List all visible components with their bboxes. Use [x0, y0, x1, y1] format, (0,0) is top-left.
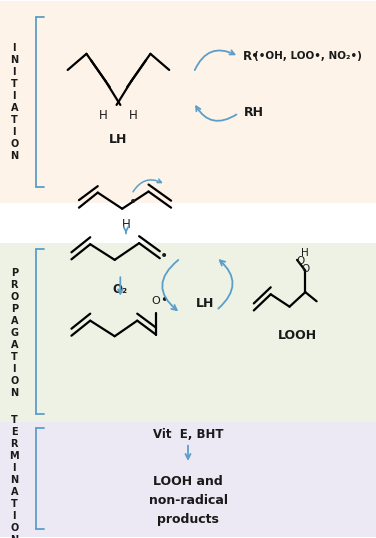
- Text: (•OH, LOO•, NO₂•): (•OH, LOO•, NO₂•): [254, 52, 362, 61]
- Text: H: H: [99, 109, 108, 122]
- Text: O: O: [297, 256, 305, 266]
- Text: LH: LH: [109, 133, 127, 146]
- Bar: [0, 422, 376, 537]
- Text: P
R
O
P
A
G
A
T
I
O
N: P R O P A G A T I O N: [10, 268, 18, 398]
- Text: •: •: [160, 249, 168, 263]
- Text: RH: RH: [244, 107, 264, 119]
- Text: H: H: [302, 248, 309, 258]
- Text: H: H: [121, 218, 130, 231]
- Text: O: O: [152, 296, 161, 306]
- Text: LOOH: LOOH: [277, 329, 317, 342]
- Bar: [0, 1, 376, 203]
- Text: •: •: [129, 195, 138, 209]
- Text: O₂: O₂: [113, 283, 128, 296]
- Text: •: •: [160, 294, 168, 307]
- Bar: [0, 203, 376, 243]
- Text: R•: R•: [243, 50, 259, 63]
- Text: LH: LH: [196, 298, 214, 310]
- Text: I
N
I
T
I
A
T
I
O
N: I N I T I A T I O N: [10, 43, 18, 161]
- Text: T
E
R
M
I
N
A
T
I
O
N: T E R M I N A T I O N: [9, 415, 19, 538]
- Text: O: O: [301, 264, 309, 274]
- Text: LOOH and
non-radical
products: LOOH and non-radical products: [149, 475, 227, 526]
- Text: Vit  E, BHT: Vit E, BHT: [153, 428, 223, 441]
- Bar: [0, 243, 376, 422]
- Text: H: H: [129, 109, 138, 122]
